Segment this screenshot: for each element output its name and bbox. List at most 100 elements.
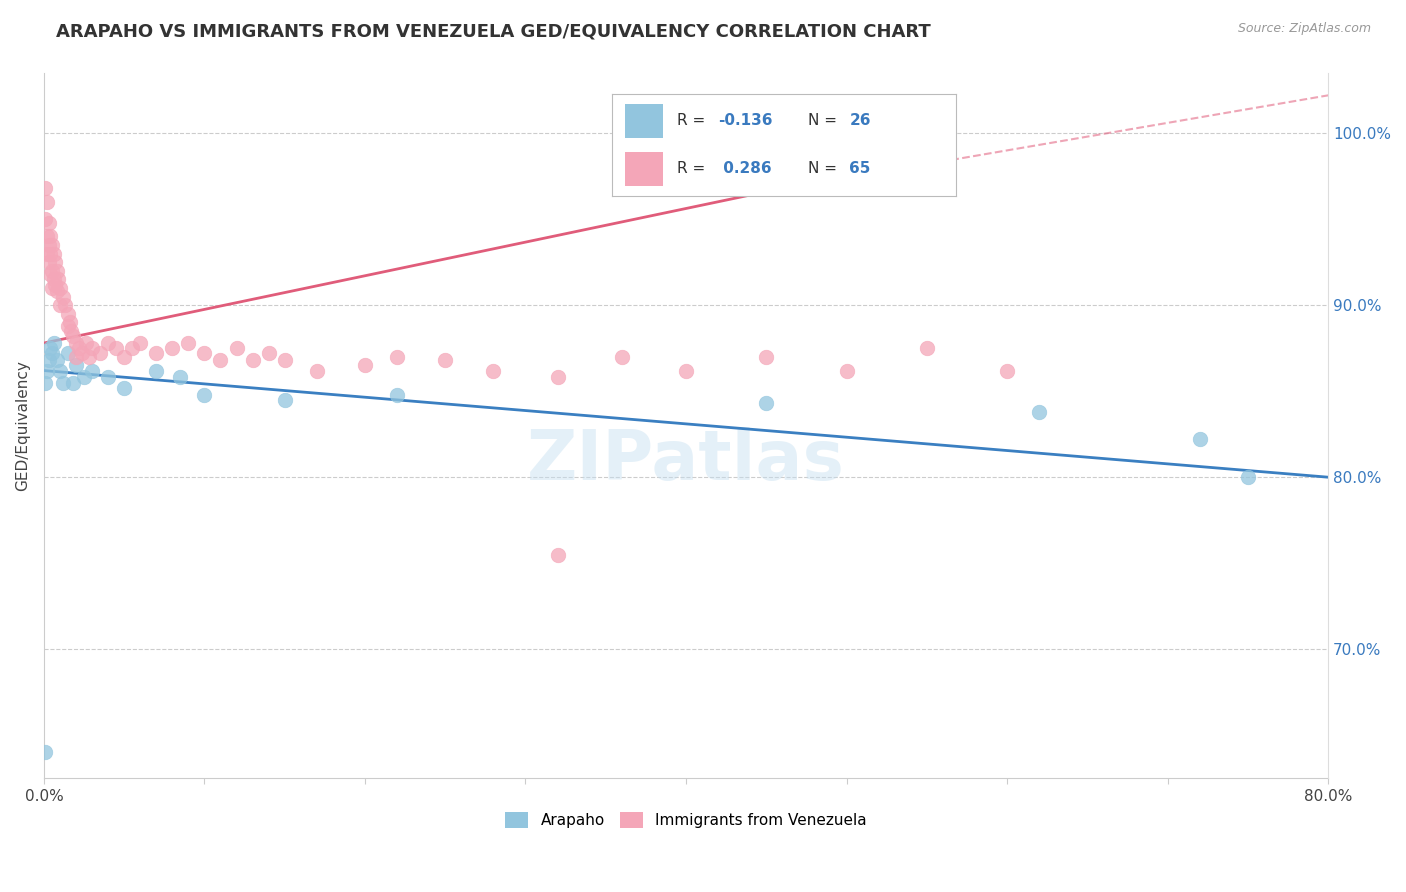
Point: [49, 281, 72, 295]
Text: Source: ZipAtlas.com: Source: ZipAtlas.com: [1237, 22, 1371, 36]
Point: [385, 350, 408, 364]
Point: [482, 363, 505, 377]
Point: [52, 290, 75, 304]
Text: N =: N =: [808, 113, 842, 128]
Point: [38, 216, 60, 230]
Point: [65, 336, 87, 351]
Point: [305, 363, 328, 377]
Point: [34, 181, 56, 195]
Point: [145, 346, 167, 360]
Point: [80, 363, 103, 377]
Point: [52, 376, 75, 390]
Point: [41, 346, 63, 360]
Point: [42, 246, 65, 260]
Point: [547, 370, 569, 384]
Point: [1188, 433, 1211, 447]
Point: [915, 341, 938, 355]
Point: [58, 315, 80, 329]
Point: [177, 336, 200, 351]
Point: [547, 548, 569, 562]
Point: [755, 396, 778, 410]
Y-axis label: GED/Equivalency: GED/Equivalency: [15, 360, 30, 491]
FancyBboxPatch shape: [626, 153, 664, 186]
Text: N =: N =: [808, 161, 842, 176]
Point: [77, 350, 100, 364]
Point: [89, 346, 111, 360]
Point: [35, 194, 58, 209]
Point: [105, 341, 128, 355]
Point: [35, 229, 58, 244]
Point: [38, 238, 60, 252]
Point: [35, 246, 58, 260]
Point: [257, 346, 280, 360]
Point: [44, 277, 66, 292]
Point: [65, 350, 87, 364]
Point: [34, 746, 56, 760]
Point: [53, 298, 76, 312]
Point: [193, 387, 215, 401]
Point: [193, 346, 215, 360]
Point: [80, 341, 103, 355]
Point: [42, 336, 65, 351]
Text: R =: R =: [678, 161, 710, 176]
Point: [65, 359, 87, 373]
Point: [49, 298, 72, 312]
Point: [39, 229, 62, 244]
Point: [273, 353, 295, 368]
Point: [34, 376, 56, 390]
Point: [44, 255, 66, 269]
Point: [34, 212, 56, 227]
Point: [60, 324, 83, 338]
Legend: Arapaho, Immigrants from Venezuela: Arapaho, Immigrants from Venezuela: [499, 805, 873, 834]
Point: [56, 307, 79, 321]
Point: [56, 346, 79, 360]
Point: [45, 264, 67, 278]
Point: [121, 341, 143, 355]
Point: [145, 363, 167, 377]
Point: [49, 363, 72, 377]
Text: 65: 65: [849, 161, 870, 176]
Point: [39, 267, 62, 281]
Point: [42, 272, 65, 286]
Point: [385, 387, 408, 401]
Point: [41, 238, 63, 252]
Point: [46, 272, 69, 286]
Point: [835, 363, 858, 377]
Point: [38, 255, 60, 269]
Point: [45, 353, 67, 368]
Point: [41, 281, 63, 295]
Point: [169, 370, 191, 384]
Point: [129, 336, 152, 351]
Point: [38, 353, 60, 368]
Point: [35, 363, 58, 377]
FancyBboxPatch shape: [626, 104, 664, 137]
Point: [242, 353, 264, 368]
Text: 0.286: 0.286: [718, 161, 772, 176]
Point: [39, 341, 62, 355]
Point: [273, 392, 295, 407]
Point: [75, 336, 97, 351]
Point: [225, 341, 247, 355]
Point: [45, 285, 67, 299]
Point: [41, 264, 63, 278]
Point: [1028, 405, 1050, 419]
Text: ARAPAHO VS IMMIGRANTS FROM VENEZUELA GED/EQUIVALENCY CORRELATION CHART: ARAPAHO VS IMMIGRANTS FROM VENEZUELA GED…: [56, 22, 931, 40]
Point: [610, 350, 633, 364]
Point: [675, 363, 697, 377]
Point: [434, 353, 457, 368]
Text: R =: R =: [678, 113, 710, 128]
Point: [73, 370, 96, 384]
Point: [209, 353, 232, 368]
Point: [1237, 470, 1260, 484]
Point: [995, 363, 1018, 377]
Point: [112, 381, 135, 395]
Text: ZIPatlas: ZIPatlas: [527, 427, 845, 494]
Point: [354, 359, 377, 373]
Point: [162, 341, 184, 355]
Point: [97, 370, 120, 384]
Text: -0.136: -0.136: [718, 113, 773, 128]
Point: [67, 341, 90, 355]
Point: [56, 318, 79, 333]
Point: [39, 246, 62, 260]
Point: [62, 376, 84, 390]
